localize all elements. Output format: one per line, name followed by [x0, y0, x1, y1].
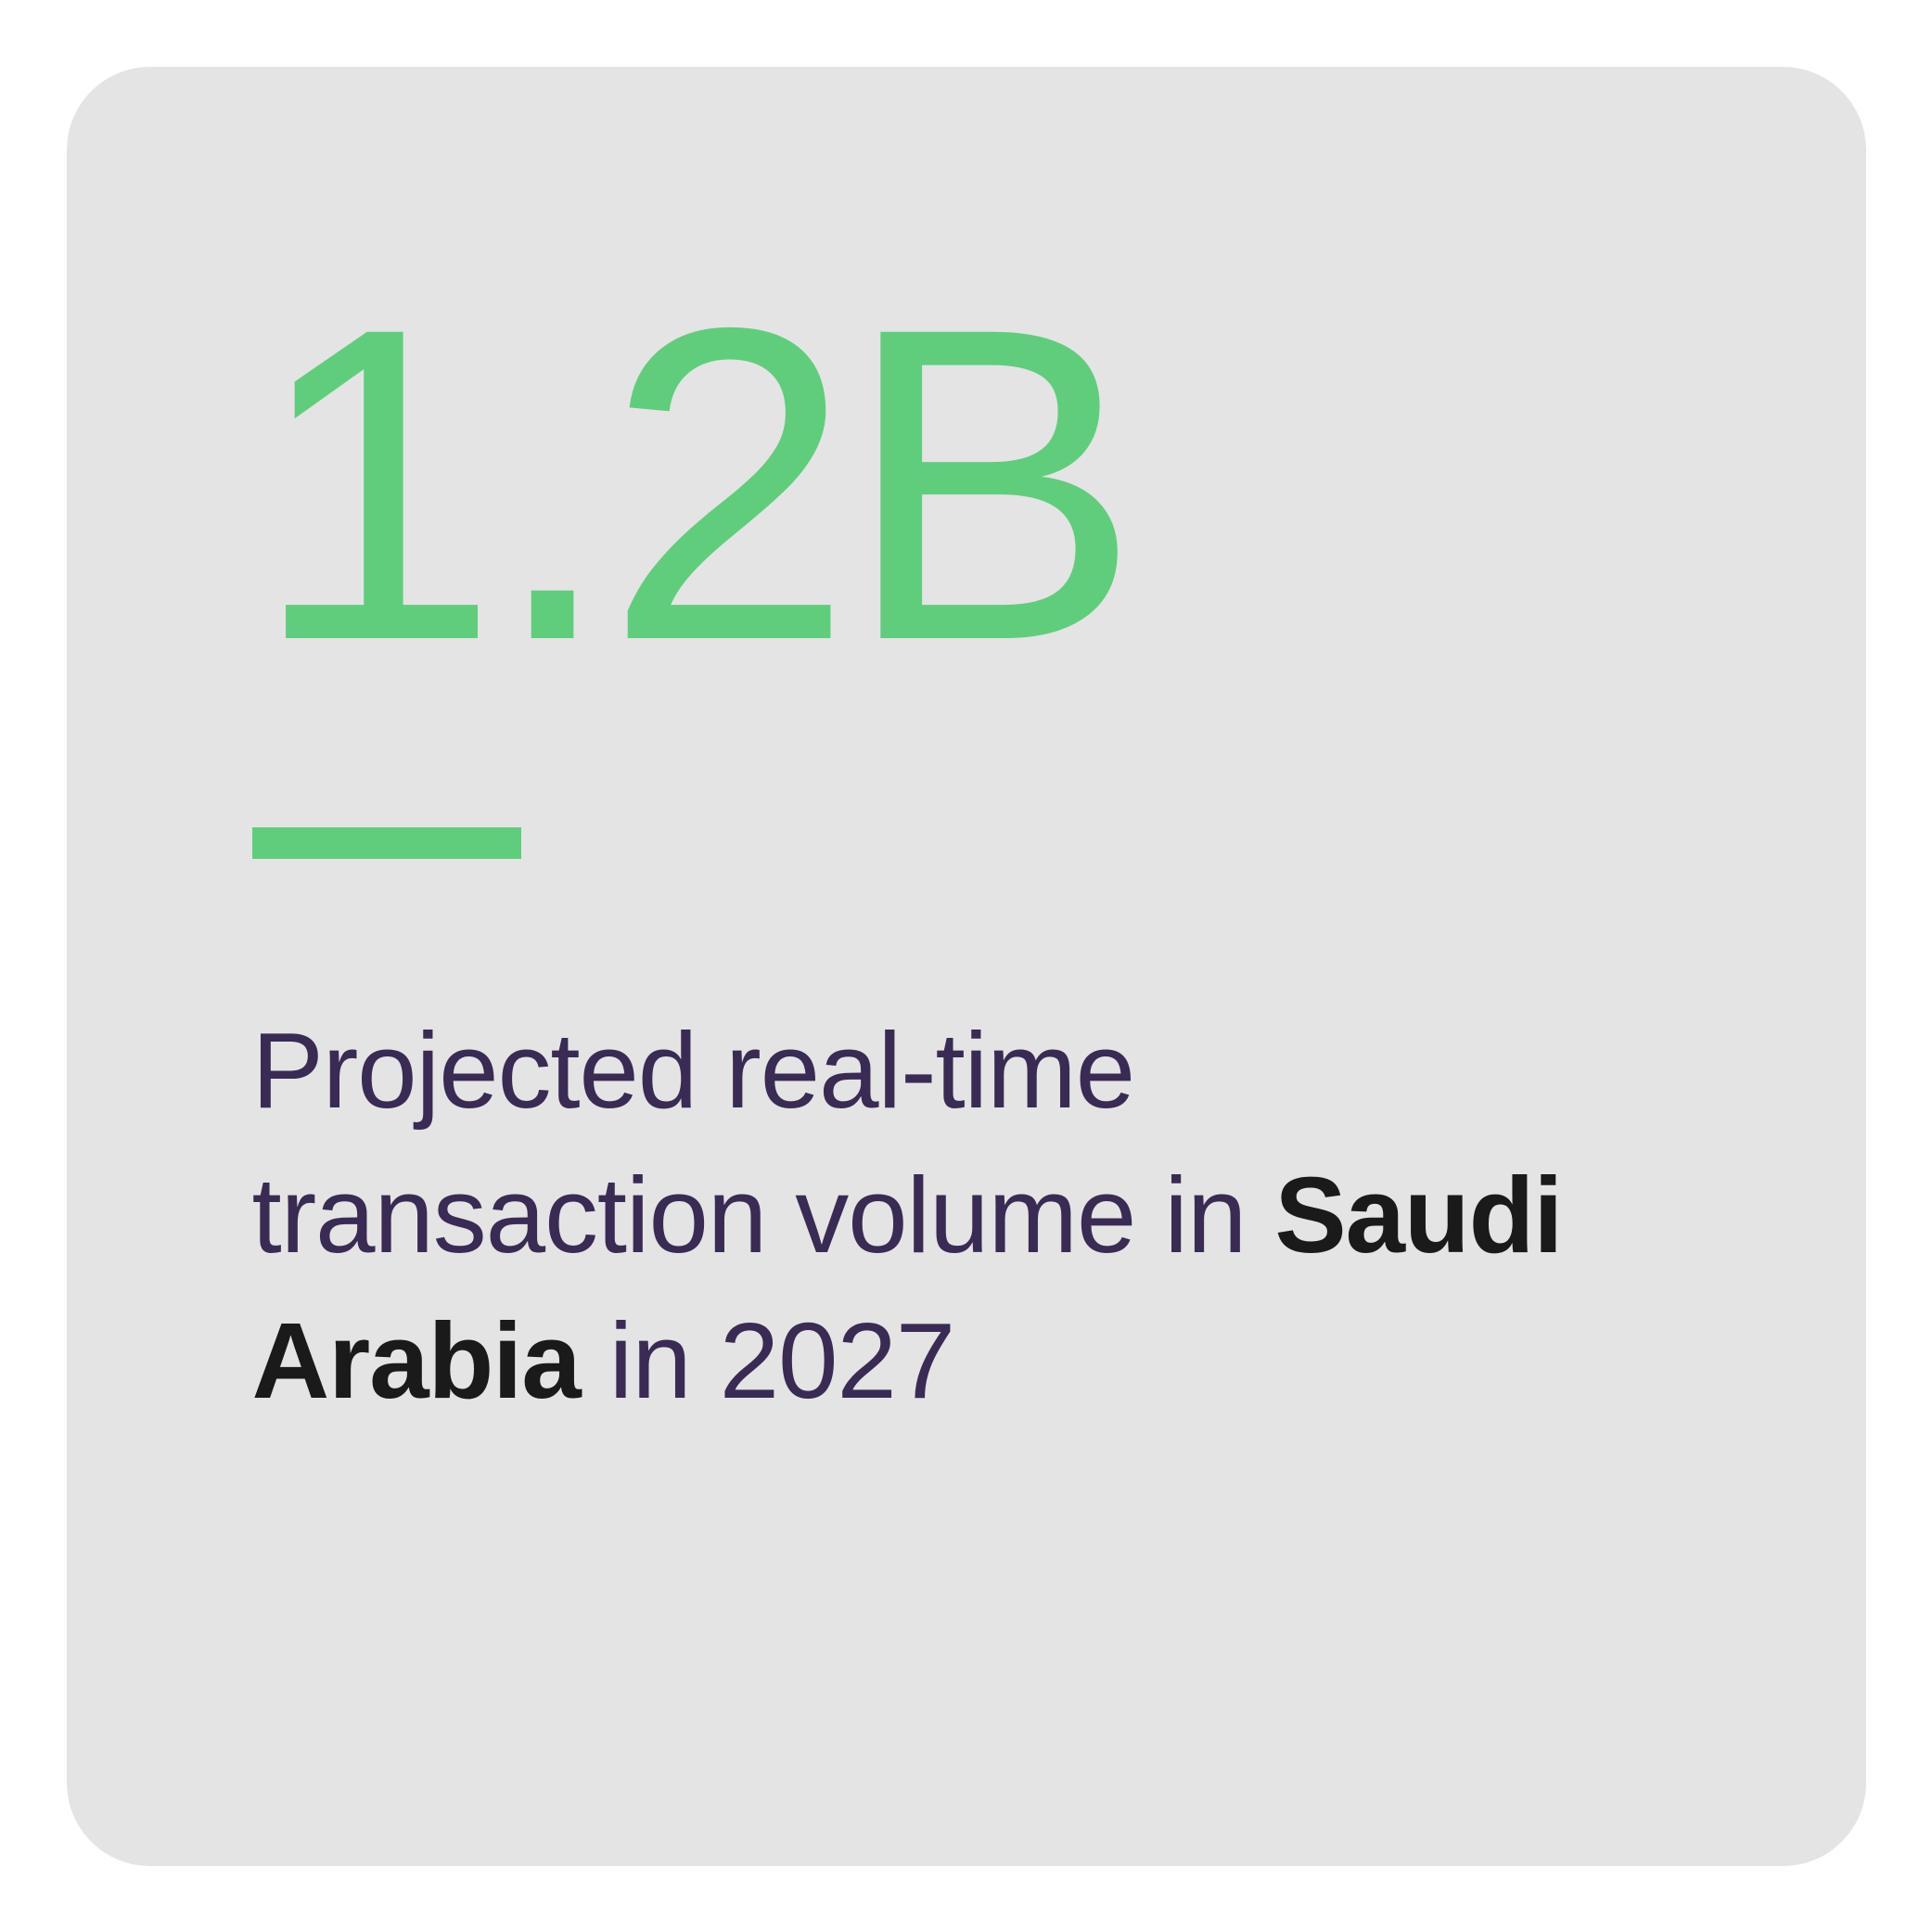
description-prefix: Projected real-time transaction volume i… — [252, 1010, 1275, 1276]
description-suffix: in 2027 — [581, 1300, 955, 1421]
stat-card: 1.2B Projected real-time transaction vol… — [67, 67, 1866, 1866]
stat-description: Projected real-time transaction volume i… — [252, 998, 1644, 1434]
stat-value: 1.2B — [252, 262, 1699, 707]
accent-divider — [252, 827, 521, 859]
